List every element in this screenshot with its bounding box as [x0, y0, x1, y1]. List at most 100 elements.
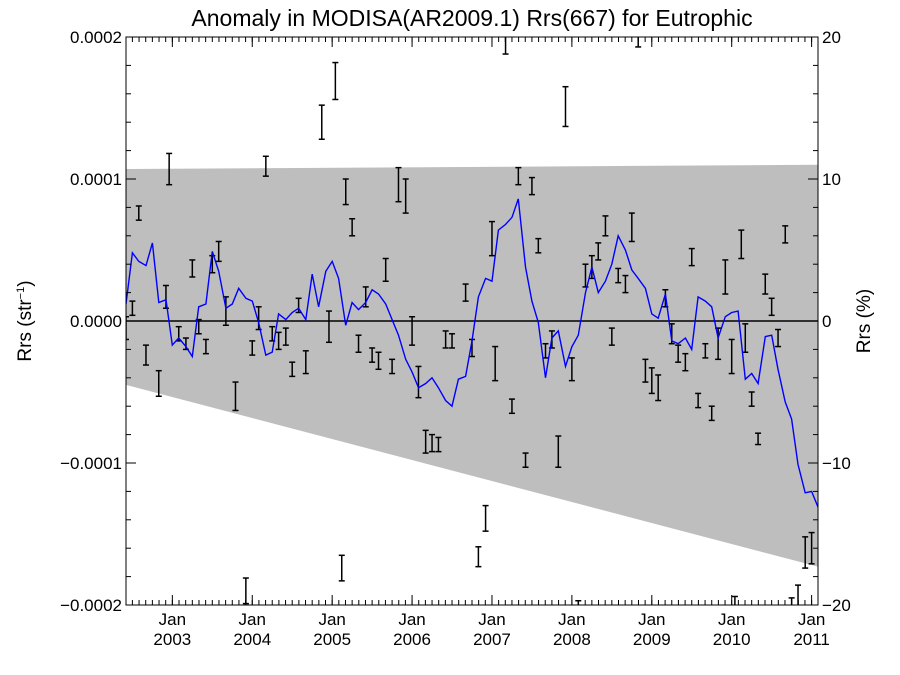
error-bar-point	[562, 85, 569, 128]
error-bar-point	[655, 374, 662, 402]
x-tick-year-label: 2005	[313, 630, 351, 649]
error-bar-point	[602, 215, 609, 237]
error-bar-point	[415, 365, 422, 399]
error-bar-point	[338, 554, 345, 582]
error-bar-point	[135, 205, 142, 221]
x-tick-year-label: 2003	[153, 630, 191, 649]
error-bar-point	[688, 247, 695, 267]
error-bar-point	[462, 283, 469, 302]
error-bar-point	[755, 432, 762, 446]
error-bar-point	[475, 546, 482, 568]
error-bar-point	[189, 259, 196, 278]
error-bar-point	[482, 504, 489, 532]
error-bar-point	[555, 435, 562, 469]
error-bar-point	[795, 584, 802, 605]
error-bar-point	[342, 178, 349, 206]
uncertainty-envelope	[126, 164, 818, 567]
error-bar-point	[535, 237, 542, 254]
x-tick-year-label: 2006	[393, 630, 431, 649]
error-bar-point	[695, 392, 702, 409]
error-bar-point	[349, 218, 356, 237]
y-left-tick-label: 0.0001	[70, 170, 122, 189]
error-bar-point	[435, 436, 442, 453]
x-tick-month-label: Jan	[718, 610, 745, 629]
x-tick-year-label: 2004	[233, 630, 271, 649]
error-bar-point	[648, 367, 655, 395]
error-bar-point	[382, 257, 389, 282]
error-bar-point	[362, 286, 369, 308]
error-bar-point	[722, 259, 729, 295]
error-bar-point	[429, 433, 436, 453]
error-bar-point	[202, 338, 209, 355]
error-bar-point	[129, 300, 136, 317]
x-tick-month-label: Jan	[318, 610, 345, 629]
x-tick-month-label: Jan	[798, 610, 825, 629]
error-bar-point	[488, 220, 495, 257]
anomaly-series-line	[126, 198, 818, 509]
error-bar-point	[355, 334, 362, 353]
error-bar-point	[708, 405, 715, 422]
error-bar-point	[282, 327, 289, 346]
error-bar-point	[568, 357, 575, 382]
x-tick-month-label: Jan	[159, 610, 186, 629]
x-tick-year-label: 2007	[473, 630, 511, 649]
error-bar-point	[289, 361, 296, 378]
error-bar-point	[402, 178, 409, 214]
error-bar-point	[409, 315, 416, 346]
error-bar-point	[142, 344, 149, 366]
x-tick-month-label: Jan	[398, 610, 425, 629]
x-tick-year-label: 2008	[553, 630, 591, 649]
plot-area	[126, 37, 818, 605]
y-right-tick-label: 20	[822, 28, 841, 47]
error-bar-point	[126, 315, 129, 341]
error-bar-point	[318, 104, 325, 140]
error-bar-point	[369, 347, 376, 363]
error-bar-point	[325, 310, 332, 344]
error-bar-point	[528, 176, 535, 196]
error-bar-point	[728, 338, 735, 375]
x-tick-month-label: Jan	[478, 610, 505, 629]
error-bar-point	[442, 330, 449, 349]
error-bar-point	[738, 229, 745, 260]
y-right-tick-label: 0	[822, 312, 831, 331]
y-left-tick-label: −0.0002	[60, 596, 122, 615]
error-bar-point	[802, 536, 809, 569]
y-right-tick-label: −10	[822, 454, 851, 473]
error-bar-point	[748, 391, 755, 407]
error-bar-point	[682, 352, 689, 372]
error-bar-point	[422, 429, 429, 454]
error-bar-point	[302, 350, 309, 375]
error-bar-point	[622, 274, 629, 294]
error-bar-point	[389, 358, 396, 375]
x-tick-month-label: Jan	[638, 610, 665, 629]
y-axis-right-label: Rrs (%)	[854, 289, 875, 353]
x-tick-year-label: 2009	[633, 630, 671, 649]
y-left-tick-label: −0.0001	[60, 454, 122, 473]
y-left-tick-label: 0.0002	[70, 28, 122, 47]
error-bar-point	[642, 358, 649, 383]
x-tick-year-label: 2011	[793, 630, 830, 649]
chart-title: Anomaly in MODISA(AR2009.1) Rrs(667) for…	[191, 5, 752, 31]
error-bar-point	[762, 273, 769, 295]
y-axis-left-label: Rrs (str−1)	[15, 280, 36, 361]
error-bar-point	[262, 155, 269, 177]
x-tick-month-label: Jan	[239, 610, 266, 629]
error-bar-point	[375, 351, 382, 371]
error-bar-point	[775, 328, 782, 348]
y-right-tick-label: −20	[822, 596, 851, 615]
error-bar-point	[492, 345, 499, 382]
error-bar-point	[155, 369, 162, 398]
error-bar-point	[449, 333, 456, 349]
axes: 0.00020.00010.0000−0.0001−0.000220100−10…	[60, 28, 851, 649]
error-bar-point	[332, 61, 339, 101]
error-bar-point	[249, 340, 256, 356]
error-bar-point	[628, 212, 635, 243]
error-bar-point	[232, 381, 239, 412]
error-bar-point	[522, 452, 529, 469]
error-bar-point	[215, 240, 222, 263]
error-bar-point	[275, 331, 282, 351]
error-bar-point	[808, 531, 815, 565]
error-bar-point	[675, 344, 682, 363]
error-bar-point	[595, 242, 602, 261]
y-right-tick-label: 10	[822, 170, 841, 189]
